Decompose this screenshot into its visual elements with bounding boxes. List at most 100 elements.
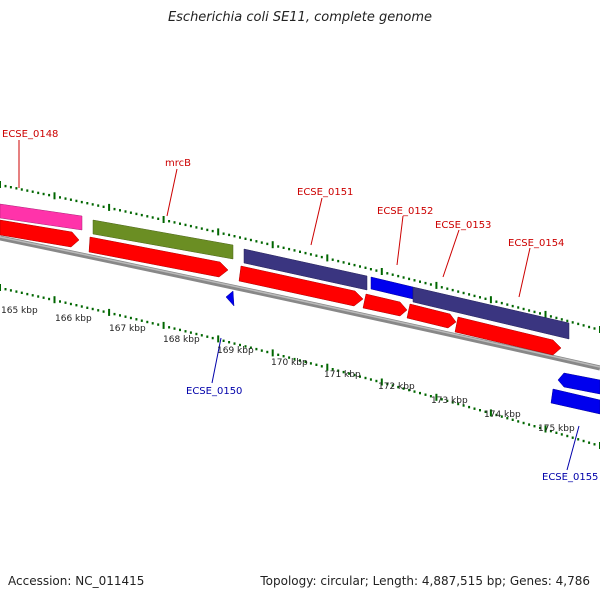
inner-tick	[271, 349, 274, 357]
accession-text: Accession: NC_011415	[8, 574, 145, 588]
label-ecse0150: ECSE_0150	[186, 386, 242, 397]
cds-arrow-3[interactable]	[238, 265, 364, 307]
outer-tick-track	[0, 181, 600, 333]
inner-tick	[293, 357, 296, 361]
label-ecse0154: ECSE_0154	[508, 238, 564, 249]
inner-tick	[4, 288, 7, 291]
inner-tick	[157, 323, 160, 326]
outer-tick	[495, 300, 498, 303]
inner-tick	[457, 402, 460, 406]
outer-tick	[200, 227, 203, 230]
inner-tick	[200, 334, 203, 337]
inner-tick	[228, 341, 231, 344]
inner-tick	[539, 426, 541, 430]
outer-tick	[195, 226, 198, 229]
outer-tick	[506, 303, 509, 306]
outer-tick	[288, 247, 291, 251]
kbp-label-173: 173 kbp	[431, 396, 468, 406]
outer-tick	[162, 216, 165, 223]
outer-tick	[402, 276, 405, 279]
outer-tick	[228, 233, 231, 237]
outer-tick	[380, 268, 383, 275]
outer-tick	[97, 204, 100, 207]
inner-tick	[249, 346, 252, 349]
kbp-label-175: 175 kbp	[538, 424, 575, 434]
outer-tick	[348, 262, 351, 265]
feature-ecse0155-lower[interactable]	[550, 388, 600, 415]
feature-ecse0151[interactable]	[243, 248, 368, 291]
inner-tick	[555, 431, 558, 434]
leader-mrcb	[166, 168, 178, 217]
leader-ecse0150	[211, 337, 222, 384]
inner-tick	[577, 438, 580, 441]
outer-tick	[157, 217, 160, 220]
cds-arrow-6[interactable]	[454, 316, 562, 356]
inner-tick	[549, 429, 552, 433]
outer-tick	[391, 273, 394, 276]
inner-tick	[168, 326, 171, 329]
kbp-label-168: 168 kbp	[163, 335, 200, 345]
inner-tick	[359, 375, 361, 378]
outer-tick	[179, 222, 181, 225]
kbp-label-169: 169 kbp	[217, 346, 254, 356]
inner-tick	[331, 368, 334, 371]
outer-tick	[331, 258, 334, 261]
inner-tick	[113, 312, 116, 316]
inner-tick	[473, 407, 476, 410]
outer-tick	[473, 294, 476, 298]
outer-tick	[533, 310, 536, 314]
inner-tick	[517, 420, 520, 423]
outer-tick	[119, 209, 121, 212]
outer-tick	[320, 255, 323, 259]
outer-tick	[522, 307, 525, 311]
feature-mrcb[interactable]	[92, 219, 234, 260]
inner-tick	[582, 439, 585, 443]
cds-arrow-1[interactable]	[0, 219, 80, 248]
inner-tick	[528, 423, 531, 426]
inner-tick	[146, 320, 149, 324]
cds-arrow-4[interactable]	[362, 293, 408, 317]
outer-tick	[424, 281, 427, 285]
label-mrcb: mrcB	[165, 158, 191, 169]
cds-arrow-5[interactable]	[406, 303, 457, 329]
inner-tick	[315, 363, 318, 366]
outer-tick	[588, 325, 591, 329]
inner-tick	[320, 365, 323, 368]
outer-tick	[408, 277, 411, 281]
feature-ecse0150[interactable]	[225, 290, 235, 307]
feature-ecse0152[interactable]	[370, 276, 414, 300]
feature-ecse0155-upper[interactable]	[557, 372, 600, 395]
inner-tick	[479, 409, 481, 412]
inner-tick	[375, 379, 378, 383]
label-ecse0148: ECSE_0148	[2, 129, 58, 140]
leader-ecse0152	[396, 215, 404, 266]
inner-tick	[408, 388, 411, 392]
inner-tick	[304, 360, 307, 364]
inner-tick	[413, 390, 416, 393]
outer-tick	[369, 268, 372, 271]
feature-ecse0148[interactable]	[0, 203, 83, 231]
inner-tick	[42, 296, 45, 299]
inner-tick	[386, 382, 389, 386]
inner-tick	[206, 335, 209, 338]
inner-tick	[380, 378, 383, 386]
inner-tick	[495, 413, 498, 417]
inner-tick	[288, 356, 291, 359]
outer-tick	[239, 236, 241, 239]
label-ecse0152: ECSE_0152	[377, 206, 433, 217]
kbp-label-167: 167 kbp	[109, 324, 146, 334]
inner-tick	[69, 302, 72, 306]
cds-arrow-2[interactable]	[88, 236, 229, 278]
inner-tick	[266, 350, 269, 354]
outer-tick	[549, 315, 552, 318]
feature-ecse0153-0154[interactable]	[412, 286, 570, 340]
inner-tick	[500, 415, 503, 418]
outer-tick	[457, 290, 460, 293]
outer-tick	[593, 327, 596, 330]
inner-tick	[299, 359, 301, 362]
inner-tick	[462, 404, 465, 407]
inner-tick	[48, 297, 51, 301]
outer-tick	[419, 280, 421, 283]
outer-tick	[413, 279, 416, 282]
